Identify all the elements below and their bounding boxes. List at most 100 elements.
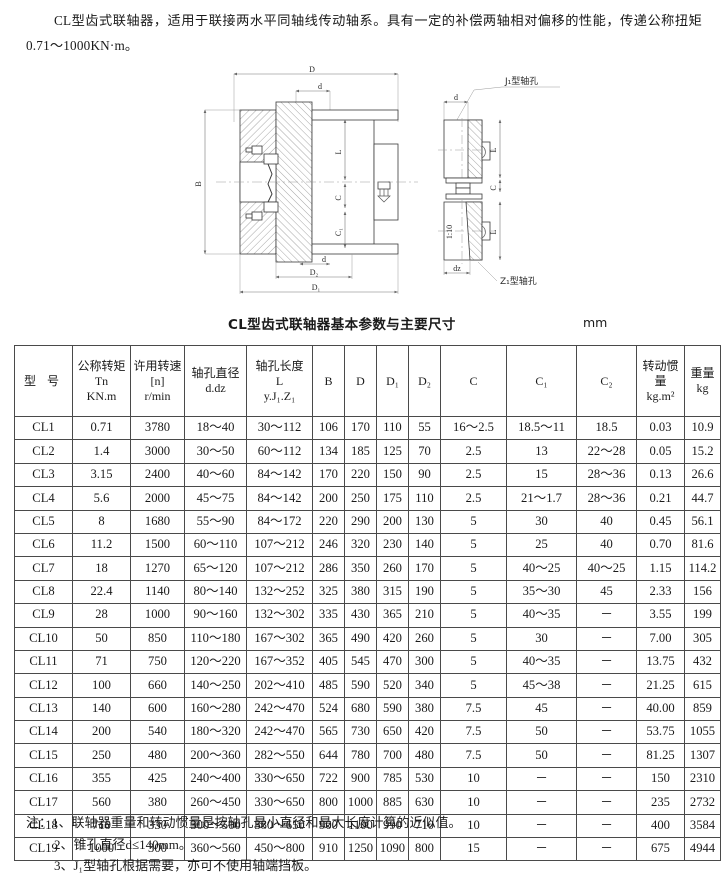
data-cell: 0.45: [636, 509, 685, 534]
column-header-5: B: [312, 345, 345, 417]
dim-label-d-bottom: d: [322, 255, 326, 264]
data-cell: 360～560: [184, 837, 247, 862]
data-cell: －: [576, 790, 637, 815]
data-cell: 10.9: [684, 415, 721, 441]
data-cell: 110: [376, 415, 409, 441]
data-cell: 71: [72, 649, 131, 675]
data-cell: 45: [506, 696, 577, 722]
dim-label-L: L: [334, 149, 343, 154]
table-row: CL5 8 1680 55～90 84～172 220 290 200 130 5 30 40 0.45…: [14, 509, 721, 534]
table-unit: mm: [583, 315, 608, 330]
data-cell: 325: [312, 579, 345, 605]
data-cell: 450～800: [246, 837, 313, 862]
data-cell: 81.25: [636, 743, 685, 768]
data-cell: 800: [312, 790, 345, 815]
data-cell: 300: [130, 837, 185, 862]
technical-drawing: D d B L C C₁ d D₂: [0, 62, 725, 300]
data-cell: 2310: [684, 766, 721, 792]
model-cell: CL10: [14, 626, 73, 651]
data-cell: 250: [72, 743, 131, 768]
data-cell: 2.5: [440, 486, 507, 511]
data-cell: 1680: [130, 509, 185, 534]
table-row: CL9 28 1000 90～160 132～302 335 430 365 210 5 40～35…: [14, 603, 721, 628]
data-cell: 300～500: [184, 813, 247, 839]
data-cell: 680: [344, 696, 377, 722]
data-cell: 18～40: [184, 415, 247, 441]
data-cell: 1.15: [636, 556, 685, 581]
data-cell: 5: [440, 603, 507, 628]
data-cell: －: [576, 813, 637, 839]
table-caption: CL型齿式联轴器基本参数与主要尺寸 mm: [0, 313, 725, 339]
model-cell: CL8: [14, 579, 73, 605]
data-cell: 18.5: [576, 415, 637, 441]
model-cell: CL1: [14, 415, 73, 441]
data-cell: 425: [130, 766, 185, 792]
data-cell: 150: [376, 462, 409, 488]
data-cell: 53.75: [636, 720, 685, 745]
data-cell: 420: [376, 626, 409, 651]
data-cell: 350: [344, 556, 377, 581]
data-cell: 140: [72, 696, 131, 722]
dim-label-B: B: [194, 181, 203, 186]
data-cell: 545: [344, 649, 377, 675]
data-cell: 28～36: [576, 486, 637, 511]
data-cell: 114.2: [684, 556, 721, 581]
table-body: CL1 0.71 3780 18～40 30～112 106 170 110 55 16～2.5 1…: [14, 415, 721, 862]
model-cell: CL2: [14, 439, 73, 464]
data-cell: 900: [344, 766, 377, 792]
data-cell: 80～140: [184, 579, 247, 605]
table-row: CL17 560 380 260～450 330～650 800 1000 885 630 10 －…: [14, 790, 721, 815]
data-cell: 565: [312, 720, 345, 745]
data-cell: 1500: [130, 532, 185, 558]
data-cell: 90: [408, 462, 441, 488]
notes-block: 注：1、联轴器重量和转动惯量是按轴孔最小直径和最大长度计算的近似值。 2、锥孔直…: [26, 812, 706, 877]
data-cell: 750: [130, 649, 185, 675]
table-row: CL6 11.2 1500 60～110 107～212 246 320 230 140 5 25 4…: [14, 532, 721, 558]
data-cell: 850: [130, 626, 185, 651]
dim-label-L-j1: L: [489, 147, 498, 152]
data-cell: 150: [636, 766, 685, 792]
data-cell: 859: [684, 696, 721, 722]
data-cell: 315: [376, 579, 409, 605]
data-cell: 1140: [130, 579, 185, 605]
table-row: CL16 355 425 240～400 330～650 722 900 785 530 10 －－…: [14, 766, 721, 792]
data-cell: 885: [376, 790, 409, 815]
data-cell: 84～172: [246, 509, 313, 534]
data-cell: 175: [376, 486, 409, 511]
data-cell: －: [576, 603, 637, 628]
data-cell: 630: [408, 790, 441, 815]
data-cell: 28～36: [576, 462, 637, 488]
data-cell: 675: [636, 837, 685, 862]
data-cell: 30～50: [184, 439, 247, 464]
data-cell: 15.2: [684, 439, 721, 464]
data-cell: 520: [376, 673, 409, 698]
data-cell: 300: [408, 649, 441, 675]
model-cell: CL6: [14, 532, 73, 558]
model-cell: CL17: [14, 790, 73, 815]
model-cell: CL5: [14, 509, 73, 534]
data-cell: －: [576, 673, 637, 698]
column-header-9: C: [440, 345, 507, 417]
data-cell: 210: [408, 603, 441, 628]
data-cell: 380～650: [246, 813, 313, 839]
table-row: CL1 0.71 3780 18～40 30～112 106 170 110 55 16～2.5 1…: [14, 415, 721, 441]
table-row: CL3 3.15 2400 40～60 84～142 170 220 150 90 2.5 15 28…: [14, 462, 721, 488]
data-cell: 1100: [344, 813, 377, 839]
data-cell: 7.5: [440, 720, 507, 745]
data-cell: 1000: [344, 790, 377, 815]
data-cell: 320: [344, 532, 377, 558]
model-cell: CL14: [14, 720, 73, 745]
data-cell: 590: [376, 696, 409, 722]
data-cell: 106: [312, 415, 345, 441]
data-cell: －: [506, 766, 577, 792]
data-cell: 220: [344, 462, 377, 488]
data-cell: 45～38: [506, 673, 577, 698]
j1-callout-label: J₁型轴孔: [504, 75, 538, 87]
data-cell: 18.5～11: [506, 415, 577, 441]
model-cell: CL12: [14, 673, 73, 698]
data-cell: 242～470: [246, 720, 313, 745]
data-cell: 199: [684, 603, 721, 628]
model-cell: CL7: [14, 556, 73, 581]
